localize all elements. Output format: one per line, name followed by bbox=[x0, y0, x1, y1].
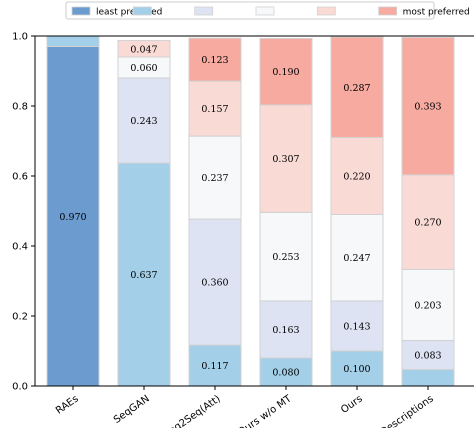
y-tick-label: 1.0 bbox=[12, 32, 28, 43]
legend-swatch bbox=[255, 6, 275, 16]
data-label: 0.060 bbox=[130, 63, 157, 74]
y-tick-label: 0.6 bbox=[12, 172, 28, 183]
data-label: 0.637 bbox=[130, 270, 157, 281]
bar-segment-2-3 bbox=[188, 135, 242, 220]
x-tick-label: RAEs bbox=[54, 393, 81, 416]
bar-segment-2-5 bbox=[188, 37, 242, 82]
legend-swatch bbox=[378, 6, 398, 16]
bar-segment-5-4 bbox=[401, 174, 455, 270]
legend-label: most preferred bbox=[403, 8, 470, 18]
bar-segment-5-1 bbox=[401, 369, 455, 387]
x-tick-label: Ours w/o MT bbox=[236, 393, 294, 428]
bar-segment-5-2 bbox=[401, 340, 455, 371]
data-label: 0.253 bbox=[272, 252, 299, 263]
data-label: 0.243 bbox=[130, 116, 157, 127]
bar-segment-3-5 bbox=[259, 37, 313, 106]
data-label: 0.143 bbox=[343, 321, 370, 332]
bar-segment-4-2 bbox=[330, 300, 384, 352]
bar-segment-3-1 bbox=[259, 357, 313, 387]
data-label: 0.123 bbox=[201, 55, 228, 66]
data-label: 0.360 bbox=[201, 278, 228, 289]
bar-segment-4-4 bbox=[330, 137, 384, 215]
data-label: 0.047 bbox=[130, 44, 157, 55]
x-tick-label: SeqGAN bbox=[112, 393, 152, 425]
legend-swatch bbox=[194, 6, 214, 16]
data-label: 0.163 bbox=[272, 325, 299, 336]
value-labels: 0.970 0.637 0.243 0.060 0.047 0.117 0.360 0.237… bbox=[59, 44, 441, 378]
data-label: 0.307 bbox=[272, 154, 299, 165]
data-label: 0.190 bbox=[272, 67, 299, 78]
data-label: 0.080 bbox=[272, 368, 299, 379]
legend-swatch bbox=[71, 6, 91, 16]
x-tick-label: Ours bbox=[339, 393, 365, 416]
x-tick-label: Descriptions bbox=[378, 393, 435, 428]
legend: least preferred most preferred bbox=[65, 1, 470, 20]
y-tick-label: 0.8 bbox=[12, 102, 28, 113]
y-tick-label: 0.4 bbox=[12, 242, 28, 253]
bar-segment-3-2 bbox=[259, 300, 313, 359]
bar-segment-3-4 bbox=[259, 104, 313, 213]
bar-segment-5-5 bbox=[401, 36, 455, 176]
bar-segment-2-2 bbox=[188, 218, 242, 346]
legend-frame bbox=[65, 1, 435, 20]
bar-segment-0-0 bbox=[46, 46, 100, 387]
data-label: 0.970 bbox=[59, 212, 86, 223]
data-label: 0.100 bbox=[343, 364, 370, 375]
data-label: 0.083 bbox=[414, 351, 441, 362]
bar-segment-1-4 bbox=[117, 40, 171, 58]
bar-segment-0-1 bbox=[46, 35, 100, 47]
legend-label: least preferred bbox=[96, 8, 162, 18]
bar-segment-1-2 bbox=[117, 77, 171, 164]
x-tick-label: Seq2Seq(Att) bbox=[162, 393, 223, 428]
data-label: 0.237 bbox=[201, 173, 228, 184]
legend-swatch bbox=[132, 6, 152, 16]
data-label: 0.247 bbox=[343, 253, 370, 264]
y-tick-label: 0.0 bbox=[12, 382, 28, 393]
data-label: 0.203 bbox=[414, 300, 441, 311]
bars bbox=[46, 35, 455, 387]
data-label: 0.220 bbox=[343, 172, 370, 183]
data-label: 0.393 bbox=[414, 102, 441, 113]
y-tick-label: 0.2 bbox=[12, 312, 28, 323]
data-label: 0.157 bbox=[201, 104, 228, 115]
legend-swatch bbox=[316, 6, 336, 16]
bar-segment-4-3 bbox=[330, 214, 384, 302]
bar-segment-5-3 bbox=[401, 268, 455, 342]
data-label: 0.117 bbox=[201, 361, 228, 372]
bar-segment-4-1 bbox=[330, 350, 384, 387]
data-label: 0.270 bbox=[414, 218, 441, 229]
data-label: 0.287 bbox=[343, 83, 370, 94]
bar-segment-4-5 bbox=[330, 36, 384, 138]
